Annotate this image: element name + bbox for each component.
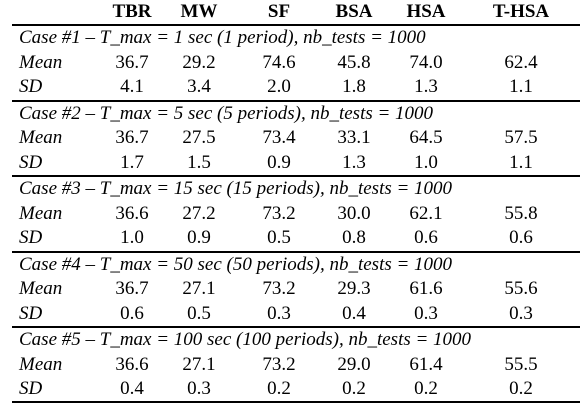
column-header-t-hsa: T-HSA [492,1,550,22]
sd-value-mw: 0.3 [187,378,211,399]
mean-value-t-hsa: 55.5 [504,353,538,375]
sd-value-hsa: 1.0 [414,151,438,173]
sd-value-hsa: 1.3 [414,76,438,97]
case-title: Case #1 – T_max = 1 sec (1 period), nb_t… [19,27,426,48]
mean-row-label: Mean [19,51,63,73]
mean-value-tbr: 36.7 [115,127,149,148]
mean-value-mw: 27.2 [182,202,216,224]
mean-value-hsa: 61.6 [409,278,443,299]
mean-row-label: Mean [19,353,63,375]
mean-value-t-hsa: 55.8 [504,202,538,224]
sd-value-mw: 0.9 [187,227,211,248]
case-separator-rule [12,326,580,328]
sd-value-bsa: 0.4 [342,302,366,324]
sd-value-hsa: 0.6 [414,227,438,248]
sd-value-bsa: 0.2 [342,378,366,399]
sd-value-t-hsa: 0.6 [509,227,533,248]
column-header-sf: SF [267,1,291,22]
mean-value-sf: 73.2 [262,353,296,375]
mean-value-bsa: 30.0 [337,202,371,224]
sd-value-sf: 0.5 [267,227,291,248]
sd-value-mw: 0.5 [187,302,211,324]
mean-value-sf: 73.2 [262,278,296,299]
case-separator-rule [12,99,580,102]
mean-value-sf: 73.2 [262,202,296,224]
mean-value-t-hsa: 62.4 [504,51,538,73]
sd-value-tbr: 1.7 [120,151,144,173]
case-separator-rule [12,250,580,253]
mean-row-label: Mean [19,127,63,148]
mean-value-hsa: 62.1 [409,202,443,224]
mean-value-hsa: 61.4 [409,353,443,375]
mean-value-hsa: 74.0 [409,51,443,73]
sd-row-label: SD [19,76,43,97]
mean-value-tbr: 36.7 [115,278,149,299]
sd-value-tbr: 0.6 [120,302,144,324]
sd-value-mw: 1.5 [187,151,211,173]
sd-value-bsa: 0.8 [342,227,366,248]
sd-value-hsa: 0.2 [414,378,438,399]
sd-value-tbr: 0.4 [120,378,144,399]
sd-value-t-hsa: 1.1 [509,151,533,173]
table-bottom-rule [12,401,580,403]
column-header-hsa: HSA [406,1,446,22]
column-header-tbr: TBR [112,1,152,22]
mean-value-tbr: 36.6 [115,353,149,375]
sd-value-tbr: 1.0 [120,227,144,248]
mean-value-tbr: 36.7 [115,51,149,73]
sd-value-bsa: 1.3 [342,151,366,173]
mean-value-bsa: 29.0 [337,353,371,375]
mean-value-mw: 27.1 [182,278,216,299]
mean-value-mw: 29.2 [182,51,216,73]
case-separator-rule [12,24,580,26]
mean-value-bsa: 45.8 [337,51,371,73]
sd-row-label: SD [19,151,43,173]
column-header-bsa: BSA [335,1,373,22]
sd-value-hsa: 0.3 [414,302,438,324]
column-header-mw: MW [180,1,218,22]
mean-value-mw: 27.5 [182,127,216,148]
sd-value-sf: 2.0 [267,76,291,97]
mean-value-tbr: 36.6 [115,202,149,224]
mean-row-label: Mean [19,202,63,224]
sd-row-label: SD [19,227,43,248]
mean-value-bsa: 33.1 [337,127,371,148]
mean-value-sf: 73.4 [262,127,296,148]
sd-value-sf: 0.3 [267,302,291,324]
mean-row-label: Mean [19,278,63,299]
case-separator-rule [12,175,580,177]
mean-value-bsa: 29.3 [337,278,371,299]
sd-row-label: SD [19,378,43,399]
sd-value-t-hsa: 0.2 [509,378,533,399]
mean-value-hsa: 64.5 [409,127,443,148]
case-title: Case #4 – T_max = 50 sec (50 periods), n… [19,253,453,275]
sd-value-t-hsa: 0.3 [509,302,533,324]
sd-row-label: SD [19,302,43,324]
mean-value-t-hsa: 57.5 [504,127,538,148]
case-title: Case #2 – T_max = 5 sec (5 periods), nb_… [19,102,434,124]
sd-value-sf: 0.9 [267,151,291,173]
mean-value-sf: 74.6 [262,51,296,73]
case-title: Case #3 – T_max = 15 sec (15 periods), n… [19,178,453,199]
sd-value-mw: 3.4 [187,76,211,97]
mean-value-mw: 27.1 [182,353,216,375]
sd-value-t-hsa: 1.1 [509,76,533,97]
sd-value-tbr: 4.1 [120,76,144,97]
sd-value-sf: 0.2 [267,378,291,399]
mean-value-t-hsa: 55.6 [504,278,538,299]
sd-value-bsa: 1.8 [342,76,366,97]
case-title: Case #5 – T_max = 100 sec (100 periods),… [19,329,472,350]
